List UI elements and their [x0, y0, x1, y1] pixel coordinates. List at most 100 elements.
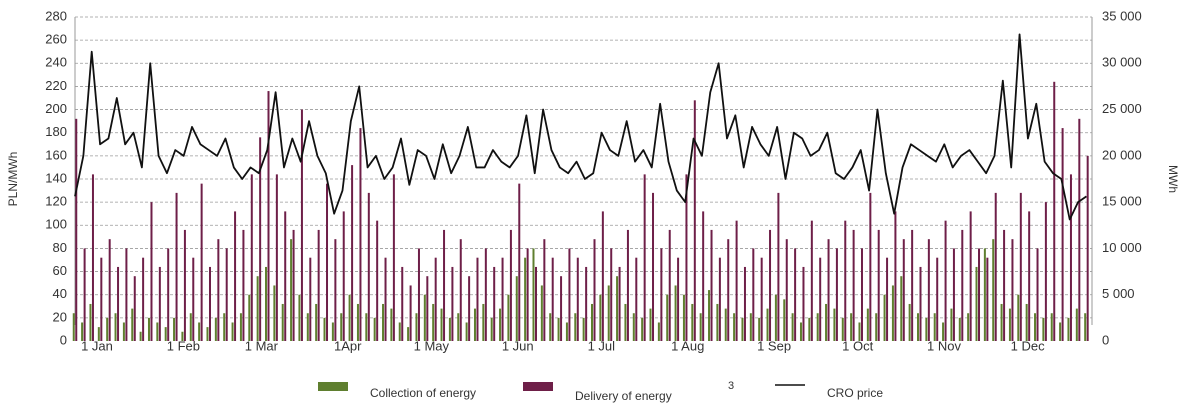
bar [785, 239, 788, 341]
y-tick-label: 0 [60, 332, 67, 347]
bar [306, 313, 309, 341]
bar [83, 248, 86, 341]
bar [192, 257, 195, 341]
bar [284, 211, 287, 341]
bar [493, 266, 496, 341]
x-tick-label: 1 Aug [671, 338, 704, 353]
x-tick-label: 1 Mar [245, 338, 279, 353]
bar [607, 285, 610, 341]
bar [524, 257, 527, 341]
bar [484, 248, 487, 341]
bar [1008, 308, 1011, 341]
bar [367, 192, 370, 341]
bar [407, 327, 410, 341]
bar [1036, 248, 1039, 341]
bar [1028, 211, 1031, 341]
bar [540, 285, 543, 341]
bar [323, 317, 326, 341]
bar [265, 266, 268, 341]
x-tick-label: 1 Dec [1011, 338, 1045, 353]
bar [727, 239, 730, 341]
bar [743, 266, 746, 341]
bar [206, 327, 209, 341]
bar [292, 229, 295, 341]
legend-label: Delivery of energy [575, 389, 672, 403]
bar [936, 257, 939, 341]
bar [526, 248, 529, 341]
bar [122, 322, 125, 341]
bar [626, 229, 629, 341]
bar [752, 248, 755, 341]
bar [248, 294, 251, 341]
bar [91, 174, 94, 341]
y-tick-label: 140 [45, 170, 67, 185]
bar [392, 174, 395, 341]
bar [632, 313, 635, 341]
y-tick-label: 80 [53, 240, 67, 255]
bar [459, 239, 462, 341]
legend-label: Collection of energy [370, 386, 476, 400]
bar [1011, 239, 1014, 341]
bar [858, 322, 861, 341]
bar [685, 174, 688, 341]
bar [309, 257, 312, 341]
bar [100, 257, 103, 341]
bar [777, 192, 780, 341]
bar [601, 211, 604, 341]
bar [591, 303, 594, 341]
bar [860, 248, 863, 341]
bar [1050, 313, 1053, 341]
bar [290, 239, 293, 341]
bar [908, 303, 911, 341]
bar [733, 313, 736, 341]
bar [440, 308, 443, 341]
bar [933, 313, 936, 341]
bar [1086, 155, 1089, 341]
bar [833, 308, 836, 341]
bar [950, 308, 953, 341]
bar [1000, 303, 1003, 341]
bar [641, 317, 644, 341]
bar [214, 317, 217, 341]
x-tick-label: 1 Jan [81, 338, 113, 353]
bar [635, 257, 638, 341]
bar [593, 239, 596, 341]
bar [891, 285, 894, 341]
bar [927, 239, 930, 341]
bar [334, 239, 337, 341]
bar [958, 317, 961, 341]
bar [499, 308, 502, 341]
bar [618, 266, 621, 341]
bar [674, 285, 677, 341]
bar [256, 276, 259, 341]
bar [340, 313, 343, 341]
bar [649, 308, 652, 341]
bar [398, 322, 401, 341]
bar [911, 229, 914, 341]
bar [702, 211, 705, 341]
bar [902, 239, 905, 341]
bar [961, 229, 964, 341]
y2-tick-label: 30 000 [1102, 55, 1142, 70]
bar [401, 266, 404, 341]
bar [490, 317, 493, 341]
bar [769, 229, 772, 341]
bar [326, 183, 329, 341]
y2-tick-label: 10 000 [1102, 240, 1142, 255]
bar [758, 317, 761, 341]
bar [239, 313, 242, 341]
bar [231, 322, 234, 341]
bar [741, 317, 744, 341]
bar [869, 192, 872, 341]
bar [342, 211, 345, 341]
y2-tick-label: 25 000 [1102, 101, 1142, 116]
bar [643, 174, 646, 341]
bar [223, 313, 226, 341]
y2-tick-label: 35 000 [1102, 8, 1142, 23]
bar [1069, 174, 1072, 341]
bar [668, 229, 671, 341]
bar [819, 257, 822, 341]
bar [841, 317, 844, 341]
bar [473, 308, 476, 341]
